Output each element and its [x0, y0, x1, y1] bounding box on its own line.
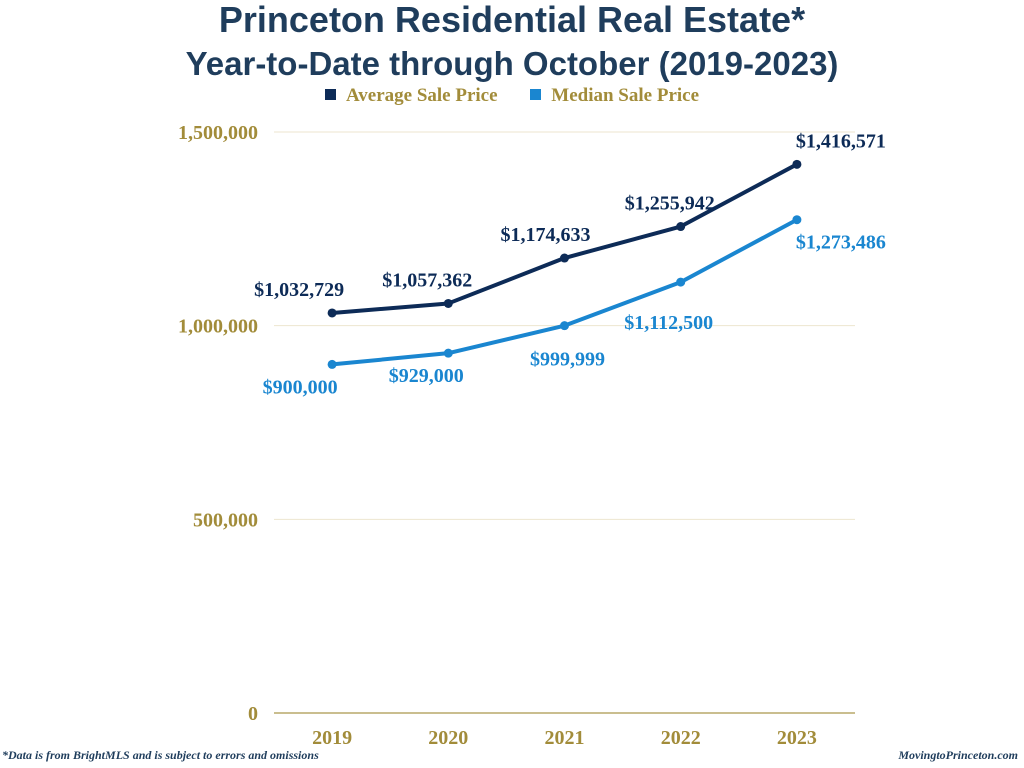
y-tick-label: 0	[248, 703, 258, 725]
data-label: $1,057,362	[382, 269, 472, 291]
legend-label-average: Average Sale Price	[345, 85, 498, 106]
data-point	[676, 277, 686, 287]
chart-title: Princeton Residential Real Estate*	[218, 0, 806, 40]
legend-label-median: Median Sale Price	[551, 85, 700, 106]
chart-subtitle: Year-to-Date through October (2019-2023)	[185, 45, 839, 82]
footer-site[interactable]: MovingtoPrinceton.com	[898, 748, 1018, 762]
legend-swatch-average	[324, 89, 336, 100]
y-tick-label: 1,500,000	[178, 122, 258, 144]
legend-item-average: Average Sale Price	[324, 85, 498, 107]
data-point	[792, 159, 802, 169]
data-point	[443, 298, 453, 308]
data-label: $1,112,500	[624, 312, 713, 334]
data-label: $1,032,729	[254, 279, 344, 301]
data-label: $929,000	[389, 365, 464, 387]
data-label: $1,255,942	[625, 193, 715, 215]
x-tick-label: 2019	[312, 727, 352, 749]
data-point	[327, 359, 337, 369]
data-label: $1,416,571	[796, 130, 886, 152]
y-tick-label: 500,000	[193, 509, 258, 531]
data-label: $900,000	[263, 376, 338, 398]
data-label: $1,273,486	[796, 232, 886, 254]
x-tick-label: 2022	[661, 727, 701, 749]
data-point	[560, 253, 569, 263]
legend-swatch-median	[530, 89, 542, 100]
data-point	[560, 321, 569, 331]
y-tick-label: 1,000,000	[178, 316, 258, 338]
data-point	[792, 215, 802, 225]
legend-item-median: Median Sale Price	[530, 85, 699, 107]
data-label: $999,999	[530, 349, 605, 371]
x-tick-label: 2020	[428, 727, 468, 749]
data-label: $1,174,633	[501, 224, 591, 246]
data-point	[676, 222, 686, 232]
legend: Average Sale Price Median Sale Price	[0, 85, 1024, 107]
data-point	[327, 308, 337, 318]
x-tick-label: 2021	[545, 727, 585, 749]
footer-disclaimer: *Data is from BrightMLS and is subject t…	[2, 748, 319, 762]
data-point	[443, 348, 453, 358]
x-tick-label: 2023	[777, 727, 817, 749]
